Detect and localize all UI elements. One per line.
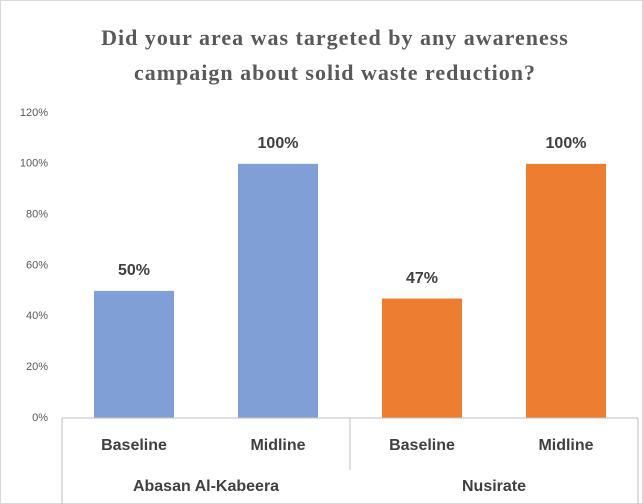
y-tick-label: 80%	[26, 209, 48, 221]
bar	[238, 163, 318, 418]
y-tick-label: 0%	[32, 412, 48, 424]
x-tick-label: Baseline	[101, 437, 167, 454]
bar	[526, 163, 606, 418]
y-tick-label: 60%	[26, 259, 48, 271]
data-label: 100%	[546, 135, 587, 152]
group-label: Abasan Al-Kabeera	[133, 478, 279, 495]
bar	[94, 290, 174, 418]
y-tick-label: 20%	[26, 361, 48, 373]
y-tick-label: 40%	[26, 310, 48, 322]
chart-title: campaign about solid waste reduction?	[134, 60, 536, 85]
x-tick-label: Baseline	[389, 437, 455, 454]
data-label: 50%	[118, 262, 150, 279]
y-tick-label: 100%	[20, 158, 48, 170]
bar	[382, 298, 462, 418]
x-tick-label: Midline	[538, 437, 593, 454]
chart-title: Did your area was targeted by any awaren…	[101, 25, 569, 50]
x-tick-label: Midline	[250, 437, 305, 454]
y-tick-label: 120%	[20, 107, 48, 119]
data-label: 47%	[406, 270, 438, 287]
group-label: Nusirate	[462, 478, 526, 495]
data-label: 100%	[258, 135, 299, 152]
